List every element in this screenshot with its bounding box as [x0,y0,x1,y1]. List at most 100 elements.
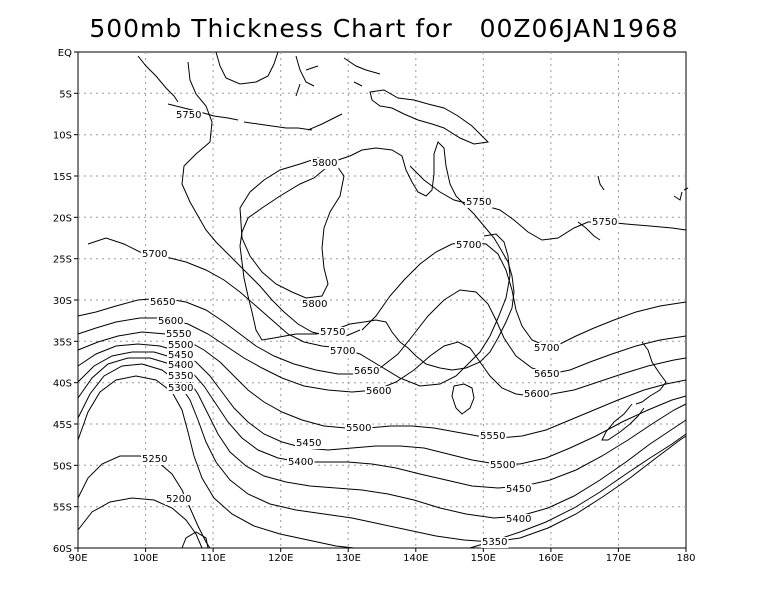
x-tick-label: 170E [606,553,631,564]
coastline-timor [307,113,343,131]
contour-label-background [479,431,507,442]
contour-label: 5600 [524,389,549,400]
contour-label: 5600 [158,316,183,327]
contour-5200-closed [181,531,209,549]
contour-label-background [533,369,561,380]
y-axis-labels: EQ 5S 10S 15S 20S 25S 30S 35S 40S 45S 50… [53,48,72,555]
contour-label-background [301,299,329,310]
coastline-fiji [673,187,689,201]
x-tick-label: 150E [471,553,496,564]
contour-label-background [591,217,619,228]
coastline-vanuatu [597,175,605,191]
contour-label: 5800 [302,299,327,310]
x-tick-label: 110E [200,553,225,564]
contour-label: 5700 [534,343,559,354]
x-tick-label: 100E [133,553,158,564]
y-tick-label: 50S [53,461,72,472]
contour-label: 5400 [506,514,531,525]
coastline-borneo [215,51,279,85]
contour-label: 5400 [288,457,313,468]
x-tick-label: 120E [268,553,293,564]
coastline-lesser-sunda [243,121,313,131]
contour-label-background [149,297,177,308]
contour-label-background [345,423,373,434]
contour-label: 5200 [166,494,191,505]
contour-label: 5750 [320,327,345,338]
contour-label-background [465,197,493,208]
y-tick-label: EQ [58,48,72,59]
y-tick-label: 30S [53,296,72,307]
contour-5400 [77,357,687,519]
contour-5700-east [361,241,687,347]
tick-marks [74,51,687,552]
contour-5300 [77,375,355,549]
contour-label-background [167,371,195,382]
y-tick-label: 5S [59,89,72,100]
y-tick-label: 45S [53,420,72,431]
contour-labels: 5750 5800 5750 5750 5700 5700 5800 5750 … [141,110,619,548]
contour-label-background [455,240,483,251]
contour-label-background [167,340,195,351]
contour-label: 5500 [168,340,193,351]
contour-label-background [287,457,315,468]
coastline-moluccas [343,57,381,87]
contour-5250 [77,455,211,549]
x-tick-label: 90E [68,553,87,564]
contour-5350-east [469,433,687,549]
coastline-new-guinea [369,89,490,145]
contour-label-background [481,537,509,548]
coastline-sumatra [137,55,179,103]
x-tick-label: 130E [335,553,360,564]
y-tick-label: 35S [53,337,72,348]
y-tick-label: 10S [53,131,72,142]
x-tick-label: 180 [676,553,695,564]
contour-label-background [505,484,533,495]
coastline-sulawesi [295,55,319,97]
valid-time: 00Z06JAN1968 [479,14,679,43]
contour-5700-a [87,233,511,387]
y-tick-label: 15S [53,172,72,183]
contour-label-background [365,386,393,397]
contour-label-background [523,389,551,400]
contour-label: 5700 [142,249,167,260]
contour-label-background [175,110,203,121]
contour-label-background [167,383,195,394]
contour-label: 5250 [142,454,167,465]
contour-label: 5700 [456,240,481,251]
contour-label: 5700 [330,346,355,357]
title-text: 500mb Thickness Chart for [89,14,453,43]
contour-5350 [77,363,687,543]
contour-5600 [77,317,687,397]
contour-label-background [167,350,195,361]
contour-label: 5450 [506,484,531,495]
contour-label: 5300 [168,383,193,394]
y-tick-label: 40S [53,379,72,390]
contour-label-background [141,454,169,465]
y-tick-label: 60S [53,544,72,555]
contour-label-background [311,158,339,169]
contour-5750-east [409,165,687,241]
contour-label-background [165,494,193,505]
y-tick-label: 20S [53,213,72,224]
coastline-tasmania [451,383,475,415]
x-tick-label: 160E [538,553,563,564]
contour-label: 5650 [150,297,175,308]
contour-label: 5500 [490,460,515,471]
contour-label: 5350 [482,537,507,548]
contour-label: 5450 [296,438,321,449]
coastline-java [167,103,239,121]
contour-label: 5750 [176,110,201,121]
contour-label-background [167,360,195,371]
contour-label: 5550 [166,329,191,340]
contour-label-background [319,327,347,338]
contour-label: 5400 [168,360,193,371]
contour-label: 5800 [312,158,337,169]
contour-label: 5500 [346,423,371,434]
contour-label-background [329,346,357,357]
contour-label-background [295,438,323,449]
contour-label: 5750 [592,217,617,228]
contour-label: 5550 [480,431,505,442]
contour-label-background [533,343,561,354]
contour-5800-west [239,157,345,299]
